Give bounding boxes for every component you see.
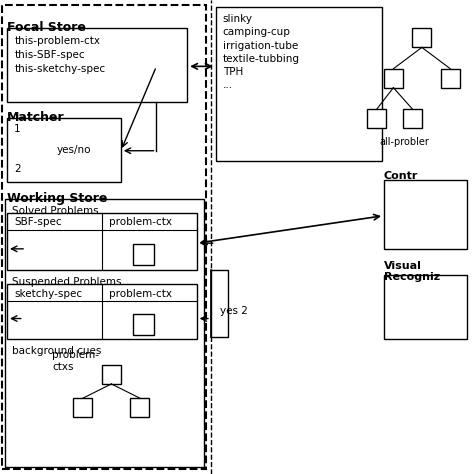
FancyBboxPatch shape	[133, 244, 154, 265]
Text: background cues: background cues	[12, 346, 101, 356]
Text: 1: 1	[14, 124, 21, 134]
FancyBboxPatch shape	[102, 365, 121, 384]
FancyBboxPatch shape	[7, 28, 187, 102]
Text: problem-
ctxs: problem- ctxs	[52, 350, 99, 372]
FancyBboxPatch shape	[7, 284, 197, 339]
Text: sketchy-spec: sketchy-spec	[14, 289, 82, 299]
Text: Contr: Contr	[384, 171, 419, 181]
FancyBboxPatch shape	[412, 28, 431, 47]
Text: problem-ctx: problem-ctx	[109, 289, 172, 299]
FancyBboxPatch shape	[384, 69, 403, 88]
FancyBboxPatch shape	[367, 109, 386, 128]
Text: problem-ctx: problem-ctx	[109, 217, 172, 227]
FancyBboxPatch shape	[403, 109, 422, 128]
FancyBboxPatch shape	[2, 5, 206, 469]
FancyBboxPatch shape	[7, 213, 197, 270]
FancyBboxPatch shape	[441, 69, 460, 88]
FancyBboxPatch shape	[133, 314, 154, 335]
Text: this-problem-ctx
this-SBF-spec
this-sketchy-spec: this-problem-ctx this-SBF-spec this-sket…	[14, 36, 105, 73]
Text: slinky
camping-cup
irrigation-tube
textile-tubbing
TPH
...: slinky camping-cup irrigation-tube texti…	[223, 14, 300, 90]
FancyBboxPatch shape	[7, 118, 121, 182]
FancyBboxPatch shape	[73, 398, 92, 417]
FancyBboxPatch shape	[216, 7, 382, 161]
Text: Working Store: Working Store	[7, 192, 108, 205]
Text: Matcher: Matcher	[7, 111, 65, 124]
Text: Focal Store: Focal Store	[7, 21, 86, 34]
Text: SBF-spec: SBF-spec	[14, 217, 62, 227]
FancyBboxPatch shape	[130, 398, 149, 417]
Text: Suspended Problems: Suspended Problems	[12, 277, 121, 287]
FancyBboxPatch shape	[5, 199, 204, 467]
Text: all-probler: all-probler	[379, 137, 429, 147]
Text: 2: 2	[14, 164, 21, 173]
Text: yes/no: yes/no	[57, 145, 91, 155]
Text: Solved Problems: Solved Problems	[12, 206, 99, 216]
Text: yes 2: yes 2	[220, 306, 248, 316]
FancyBboxPatch shape	[211, 270, 228, 337]
FancyBboxPatch shape	[384, 180, 467, 249]
FancyBboxPatch shape	[384, 275, 467, 339]
Text: Visual
Recogniz: Visual Recogniz	[384, 261, 440, 283]
